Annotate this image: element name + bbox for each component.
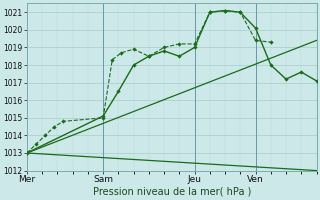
X-axis label: Pression niveau de la mer( hPa ): Pression niveau de la mer( hPa )	[92, 187, 251, 197]
